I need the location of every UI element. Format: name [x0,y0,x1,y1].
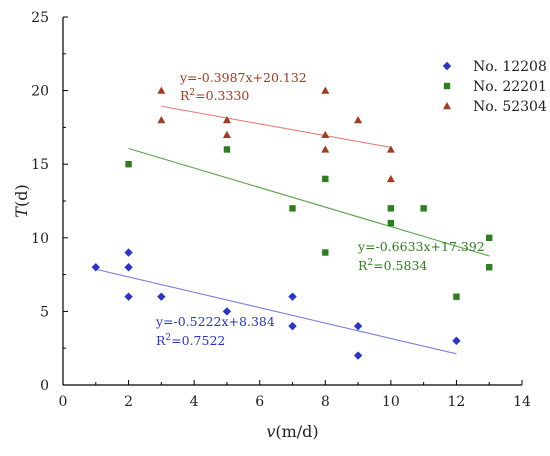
data-point [387,205,395,212]
series-0: y=-0.5222x+8.384 R2=0.7522 [91,248,461,360]
y-tick-label: 5 [40,304,49,320]
x-tick-label: 6 [255,394,264,410]
fit-r-squared: R2=0.7522 [156,333,225,348]
x-tick-label: 0 [59,394,68,410]
x-tick-label: 10 [382,394,400,410]
data-point [354,116,363,124]
data-point [288,292,297,301]
fit-r-squared: R2=0.3330 [180,88,249,103]
data-point [157,116,166,124]
legend-label: No. 52304 [473,99,547,115]
fit-equation: y=-0.3987x+20.132 [179,70,307,85]
fit-r-squared: R2=0.5834 [358,258,427,273]
data-point [223,146,231,153]
data-point [91,263,100,272]
data-point [322,175,329,183]
fit-line [161,105,391,148]
series-1: y=-0.6633x+17.392 R2=0.5834 [125,146,493,300]
legend-label: No. 12208 [473,59,547,75]
data-point [321,86,330,94]
data-point [125,161,132,168]
fit-line [128,147,490,257]
data-point [387,219,395,227]
data-point [157,292,166,301]
y-tick-label: 20 [31,84,49,100]
y-tick-label: 10 [31,231,49,247]
data-point [157,86,166,94]
legend-label: No. 22201 [473,79,547,95]
x-tick-label: 8 [321,394,330,410]
x-tick-label: 12 [448,394,466,410]
fit-line [95,268,457,355]
legend: No. 12208 No. 22201 No. 52304 [442,59,547,115]
data-point [222,130,231,138]
data-point [486,264,493,271]
legend-marker [443,102,451,110]
data-point [322,249,329,256]
data-point [124,292,133,301]
data-point [222,116,231,124]
series-2: y=-0.3987x+20.132 R2=0.3330 [157,70,395,183]
data-point [321,130,330,138]
x-tick-label: 14 [513,394,531,410]
data-point [288,321,297,331]
fit-equation: y=-0.6633x+17.392 [357,239,485,254]
fit-equation: y=-0.5222x+8.384 [155,314,275,329]
data-point [486,234,493,241]
data-point [453,293,460,300]
y-axis-title: T(d) [12,184,31,217]
data-point [353,351,363,360]
data-point [386,145,395,153]
legend-marker [442,61,452,71]
x-axis-title: v(m/d) [266,422,318,441]
data-point [420,205,427,212]
data-point [452,336,461,346]
x-tick-label: 4 [190,394,199,410]
y-tick-label: 25 [31,10,49,26]
data-point [353,321,363,331]
data-point [321,145,330,153]
data-point [124,248,133,257]
y-tick-label: 0 [40,378,49,394]
x-tick-label: 2 [124,394,133,410]
data-point [386,174,395,183]
legend-marker [443,82,451,90]
y-tick-label: 15 [31,157,49,173]
data-point [124,263,133,272]
data-point [289,205,296,212]
data-point [222,307,232,316]
